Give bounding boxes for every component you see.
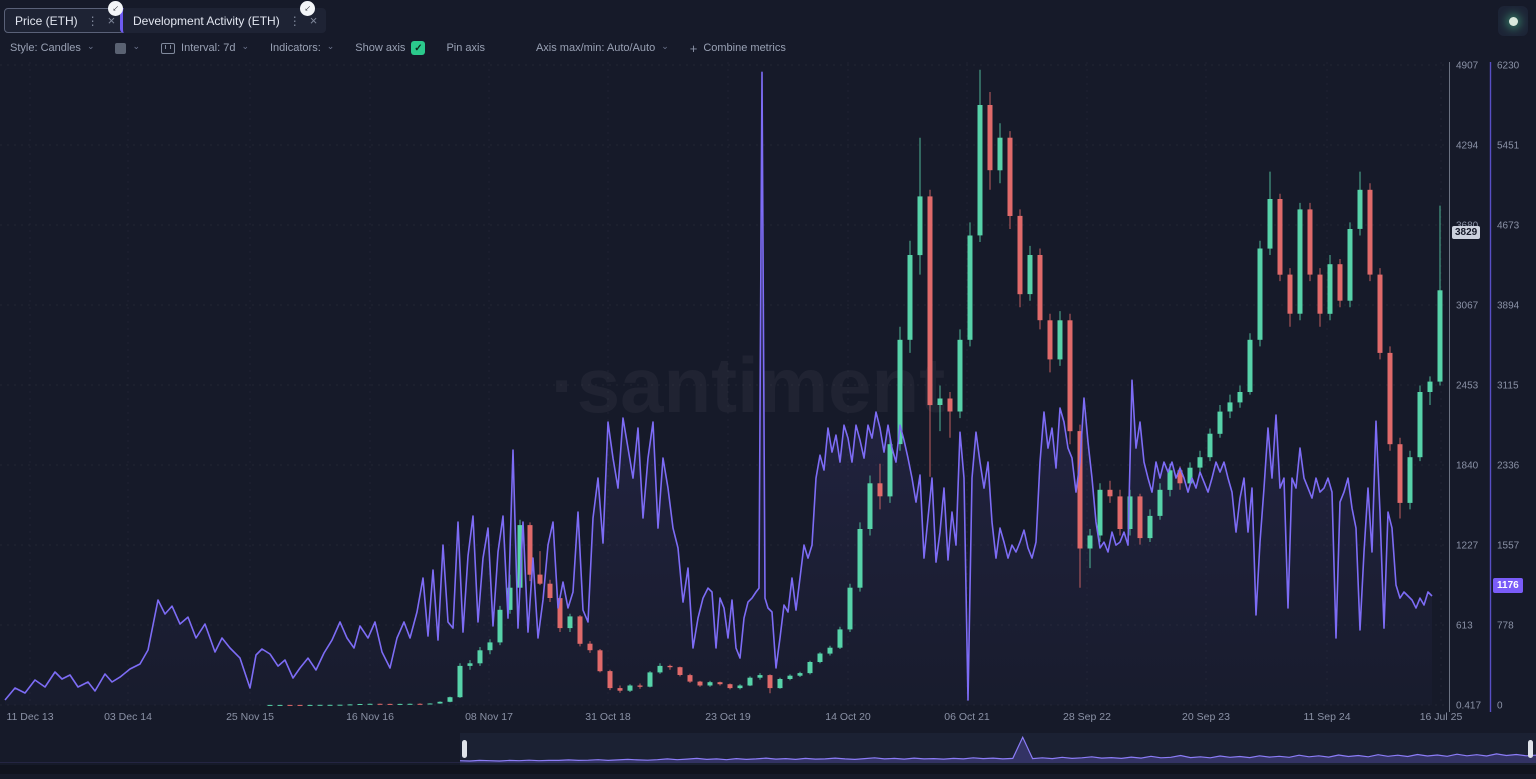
- close-icon[interactable]: ×: [107, 13, 116, 28]
- chevron-down-icon: ⌄: [241, 41, 249, 51]
- x-tick-label: 25 Nov 15: [226, 711, 274, 723]
- tab-drag-badge-icon[interactable]: ↓: [108, 1, 123, 16]
- x-tick-label: 16 Nov 16: [346, 711, 394, 723]
- svg-text:3115: 3115: [1497, 381, 1519, 392]
- chevron-down-icon: ⌄: [132, 41, 141, 51]
- color-swatch: [115, 42, 127, 54]
- tab-label: Price (ETH): [15, 13, 78, 28]
- x-tick-label: 23 Oct 19: [705, 711, 751, 723]
- price-candles: [267, 69, 1443, 706]
- x-tick-label: 11 Dec 13: [6, 711, 54, 723]
- minimap-left-handle[interactable]: [462, 740, 467, 758]
- price-last-value-badge: 3829: [1452, 226, 1481, 239]
- x-tick-label: 11 Sep 24: [1303, 711, 1351, 723]
- x-tick-label: 31 Oct 18: [585, 711, 631, 723]
- dev-activity-line: [4, 71, 1433, 701]
- x-tick-label: 28 Sep 22: [1063, 711, 1111, 723]
- svg-text:0: 0: [1497, 701, 1503, 712]
- tab-label: Development Activity (ETH): [133, 13, 280, 28]
- color-swatch-dropdown[interactable]: ⌄: [115, 41, 141, 54]
- interval-icon: [161, 42, 176, 54]
- style-dropdown[interactable]: Style: Candles ⌄: [10, 41, 95, 54]
- interval-dropdown[interactable]: Interval: 7d ⌄: [161, 41, 249, 54]
- svg-text:3067: 3067: [1456, 301, 1479, 312]
- tab-drag-badge-icon[interactable]: ↓: [300, 1, 315, 16]
- svg-text:613: 613: [1456, 621, 1473, 632]
- svg-text:3894: 3894: [1497, 301, 1520, 312]
- dev-axis-ticks: 6230 5451 4673 3894 3115 2336 1557 778 0: [1497, 61, 1520, 712]
- kebab-menu-icon[interactable]: ⋮: [288, 13, 301, 28]
- combine-metrics-button[interactable]: + Combine metrics: [689, 40, 786, 56]
- dev-activity-last-value-badge: 1176: [1493, 578, 1523, 593]
- x-tick-label: 14 Oct 20: [825, 711, 871, 723]
- svg-text:1557: 1557: [1497, 541, 1520, 552]
- minimap-line: [459, 735, 1536, 762]
- minimap-right-handle[interactable]: [1528, 740, 1533, 758]
- x-tick-label: 08 Nov 17: [465, 711, 513, 723]
- svg-text:4907: 4907: [1456, 61, 1479, 72]
- check-icon: ✓: [414, 42, 423, 54]
- plus-icon: +: [689, 40, 698, 56]
- pin-axis-button[interactable]: Pin axis: [446, 42, 485, 54]
- status-indicator-button[interactable]: [1498, 6, 1528, 36]
- show-axis-control: Show axis ✓: [355, 41, 426, 55]
- santiment-watermark: ·santiment: [551, 341, 945, 429]
- x-tick-label: 06 Oct 21: [944, 711, 990, 723]
- chevron-down-icon: ⌄: [86, 41, 95, 51]
- svg-text:2336: 2336: [1497, 461, 1520, 472]
- chevron-down-icon: ⌄: [661, 41, 669, 51]
- show-axis-checkbox[interactable]: ✓: [411, 41, 426, 55]
- price-axis-ticks: 49074294368030672453184012276130.417: [1456, 61, 1481, 712]
- chart-toolbar: Style: Candles ⌄ ⌄ Interval: 7d ⌄ Indica…: [0, 36, 1536, 60]
- svg-text:1840: 1840: [1456, 461, 1479, 472]
- svg-text:6230: 6230: [1497, 61, 1520, 72]
- close-icon[interactable]: ×: [309, 13, 318, 28]
- svg-text:0.417: 0.417: [1456, 701, 1481, 712]
- metric-tabs-row: Price (ETH) ⋮ × ↓ Development Activity (…: [0, 0, 1536, 36]
- indicators-dropdown[interactable]: Indicators: ⌄: [270, 41, 335, 54]
- x-tick-label: 03 Dec 14: [104, 711, 152, 723]
- x-tick-label: 20 Sep 23: [1182, 711, 1230, 723]
- x-tick-label: 16 Jul 25: [1419, 711, 1463, 723]
- axis-maxmin-dropdown[interactable]: Axis max/min: Auto/Auto ⌄: [535, 41, 669, 54]
- svg-text:778: 778: [1497, 621, 1514, 632]
- chevron-down-icon: ⌄: [326, 41, 335, 51]
- svg-text:4294: 4294: [1456, 141, 1479, 152]
- dev-activity-area: [5, 72, 1432, 706]
- tab-development-activity-eth[interactable]: Development Activity (ETH) ⋮ ×: [120, 8, 327, 33]
- timeline-minimap[interactable]: [459, 733, 1536, 765]
- minimap-svg: [459, 735, 1536, 763]
- svg-text:2453: 2453: [1456, 381, 1479, 392]
- status-glow-dot-icon: [1508, 16, 1518, 26]
- svg-text:5451: 5451: [1497, 141, 1520, 152]
- kebab-menu-icon[interactable]: ⋮: [86, 13, 99, 28]
- svg-text:1227: 1227: [1456, 541, 1479, 552]
- bottom-strip: [0, 765, 1536, 774]
- svg-text:4673: 4673: [1497, 221, 1520, 232]
- tab-price-eth[interactable]: Price (ETH) ⋮ ×: [4, 8, 126, 33]
